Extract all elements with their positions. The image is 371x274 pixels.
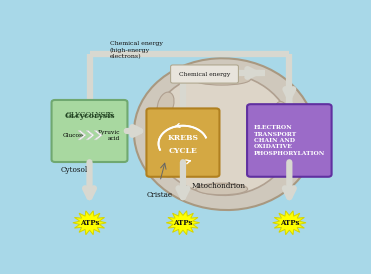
Polygon shape bbox=[78, 131, 86, 140]
Text: ATPs: ATPs bbox=[80, 219, 99, 227]
Text: ATPs: ATPs bbox=[173, 219, 193, 227]
Text: KREBS: KREBS bbox=[167, 134, 198, 142]
Text: CYCLE: CYCLE bbox=[168, 147, 197, 155]
Ellipse shape bbox=[196, 183, 248, 195]
Text: Cristae: Cristae bbox=[147, 191, 173, 199]
Text: ATPs: ATPs bbox=[280, 219, 299, 227]
FancyBboxPatch shape bbox=[147, 109, 220, 177]
Polygon shape bbox=[86, 131, 94, 140]
Ellipse shape bbox=[274, 101, 290, 133]
FancyBboxPatch shape bbox=[247, 104, 332, 177]
Text: ELECTRON
TRANSPORT
CHAIN AND
OXIDATIVE
PHOSPHORYLATION: ELECTRON TRANSPORT CHAIN AND OXIDATIVE P… bbox=[254, 125, 325, 156]
Ellipse shape bbox=[134, 58, 315, 210]
Ellipse shape bbox=[157, 150, 174, 177]
Polygon shape bbox=[273, 211, 306, 235]
Text: Pyruvic
acid: Pyruvic acid bbox=[97, 130, 120, 141]
Text: Mitochondrion: Mitochondrion bbox=[192, 182, 246, 190]
Polygon shape bbox=[73, 211, 106, 235]
Ellipse shape bbox=[193, 73, 250, 85]
Ellipse shape bbox=[151, 73, 292, 195]
Text: Glucose: Glucose bbox=[62, 133, 86, 138]
FancyBboxPatch shape bbox=[52, 100, 128, 162]
Text: Chemical energy
(high-energy
electrons): Chemical energy (high-energy electrons) bbox=[110, 41, 162, 59]
Polygon shape bbox=[166, 211, 200, 235]
FancyBboxPatch shape bbox=[171, 65, 239, 83]
Ellipse shape bbox=[158, 109, 174, 155]
Ellipse shape bbox=[274, 130, 290, 172]
Text: GLYCOLYSIS: GLYCOLYSIS bbox=[65, 111, 114, 119]
Text: Chemical energy: Chemical energy bbox=[179, 72, 230, 76]
Ellipse shape bbox=[157, 92, 174, 117]
Text: Gʟcycoʟysis: Gʟcycoʟysis bbox=[64, 112, 115, 120]
Text: Cytosol: Cytosol bbox=[61, 166, 88, 174]
Polygon shape bbox=[94, 131, 102, 140]
